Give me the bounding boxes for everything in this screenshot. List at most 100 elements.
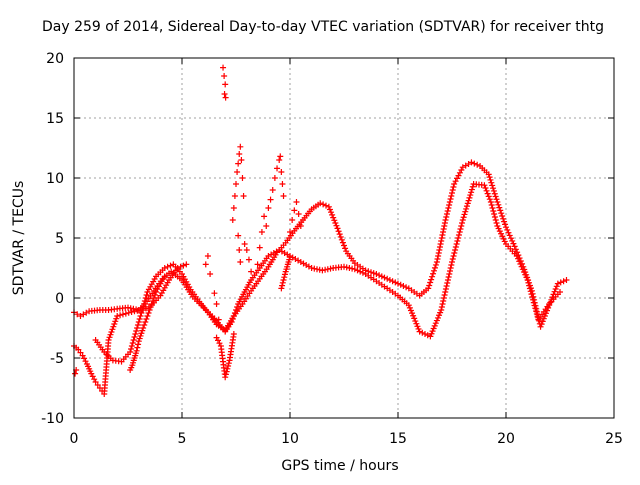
data-point-track-b [468, 159, 475, 166]
data-point-track-b [427, 279, 434, 286]
data-point-track-a [489, 205, 496, 211]
data-point-track-a [429, 328, 436, 335]
data-point-spikes [276, 157, 283, 163]
data-point-spikes [221, 91, 228, 97]
data-point-track-b [433, 259, 440, 265]
data-point-spikes [245, 256, 252, 263]
data-point-spikes [265, 205, 272, 211]
data-point-track-c [114, 313, 121, 319]
data-point-track-a [351, 266, 358, 273]
data-point-track-b [531, 299, 538, 306]
data-point-track-b [142, 295, 149, 301]
data-point-track-a [468, 186, 475, 193]
x-tick-label: 15 [389, 431, 407, 447]
data-point-track-b [560, 278, 567, 285]
data-point-track-b [341, 242, 347, 249]
data-point-track-a [453, 241, 460, 247]
data-point-track-b [491, 190, 498, 197]
data-point-track-b [503, 224, 509, 231]
data-point-track-b [486, 174, 493, 181]
data-point-track-b [129, 340, 136, 346]
data-point-track-b [436, 244, 443, 250]
data-point-spikes [204, 253, 211, 259]
data-point-track-b [397, 281, 404, 288]
plot-frame [73, 57, 615, 419]
data-point-track-d [145, 310, 152, 316]
data-point-spikes [234, 169, 241, 175]
data-point-track-b [136, 316, 143, 322]
data-point-track-d [279, 279, 286, 286]
data-point-track-b [554, 280, 561, 287]
data-point-track-b [514, 249, 521, 256]
data-point-track-d [223, 368, 230, 375]
data-point-track-a [452, 247, 459, 253]
data-point-track-d [144, 313, 151, 319]
data-point-track-b [376, 272, 383, 279]
data-point-track-b [437, 241, 444, 247]
data-point-spikes [220, 64, 227, 71]
data-point-track-b [526, 279, 533, 286]
data-point-track-b [511, 243, 518, 250]
data-point-spikes [237, 143, 244, 150]
data-point-track-b [128, 346, 135, 352]
data-point-track-b [335, 228, 342, 235]
data-point-track-b [131, 334, 138, 340]
data-point-track-a [461, 211, 468, 218]
data-point-track-b [438, 235, 445, 241]
data-point-track-a [437, 309, 444, 316]
data-point-track-b [426, 282, 433, 289]
data-point-track-b [501, 218, 508, 225]
data-point-track-b [496, 204, 503, 211]
data-point-track-a [457, 226, 464, 232]
data-point-track-b [435, 250, 442, 256]
data-point-track-a [430, 325, 437, 332]
data-point-track-b [430, 270, 437, 277]
data-point-track-b [506, 232, 513, 239]
data-point-track-a [446, 268, 453, 274]
data-point-spikes [237, 259, 244, 265]
data-point-track-b [330, 214, 337, 221]
data-point-track-a [456, 229, 463, 235]
data-point-spikes [207, 271, 214, 277]
data-point-track-a [493, 220, 500, 226]
data-point-track-a [433, 317, 440, 324]
data-point-track-b [370, 270, 377, 277]
data-point-track-b [446, 199, 453, 205]
data-point-spikes [263, 223, 270, 229]
data-point-track-b [528, 287, 535, 294]
data-point-track-b [439, 232, 446, 238]
x-tick-label: 0 [70, 431, 79, 447]
data-point-track-b [320, 201, 327, 208]
data-point-track-d [135, 338, 142, 345]
data-point-track-a [407, 307, 414, 314]
data-point-spikes [235, 232, 242, 239]
x-tick-label: 25 [605, 431, 623, 447]
data-point-spikes [278, 169, 285, 175]
data-point-track-b [444, 208, 451, 214]
data-point-track-a [440, 295, 447, 301]
data-point-track-b [317, 200, 324, 207]
data-point-spikes [279, 181, 286, 187]
data-point-track-a [427, 333, 434, 340]
data-point-track-a [449, 259, 455, 265]
data-point-spikes [236, 247, 243, 253]
data-point-spikes [295, 211, 302, 217]
data-point-track-b [331, 217, 338, 224]
data-point-track-b [541, 313, 548, 319]
data-point-track-b [435, 253, 442, 259]
data-point-track-b [446, 202, 453, 208]
data-point-spikes [221, 73, 228, 79]
data-point-track-b [368, 269, 374, 276]
data-point-track-a [414, 323, 421, 330]
data-point-track-a [442, 289, 449, 295]
data-point-track-b [436, 247, 443, 253]
data-point-track-a [460, 214, 467, 221]
data-point-track-d [136, 335, 143, 342]
data-point-track-c [174, 265, 181, 271]
data-point-track-b [450, 184, 457, 190]
data-point-spikes [267, 196, 274, 203]
data-point-track-b [471, 160, 478, 167]
data-point-track-b [552, 286, 559, 292]
